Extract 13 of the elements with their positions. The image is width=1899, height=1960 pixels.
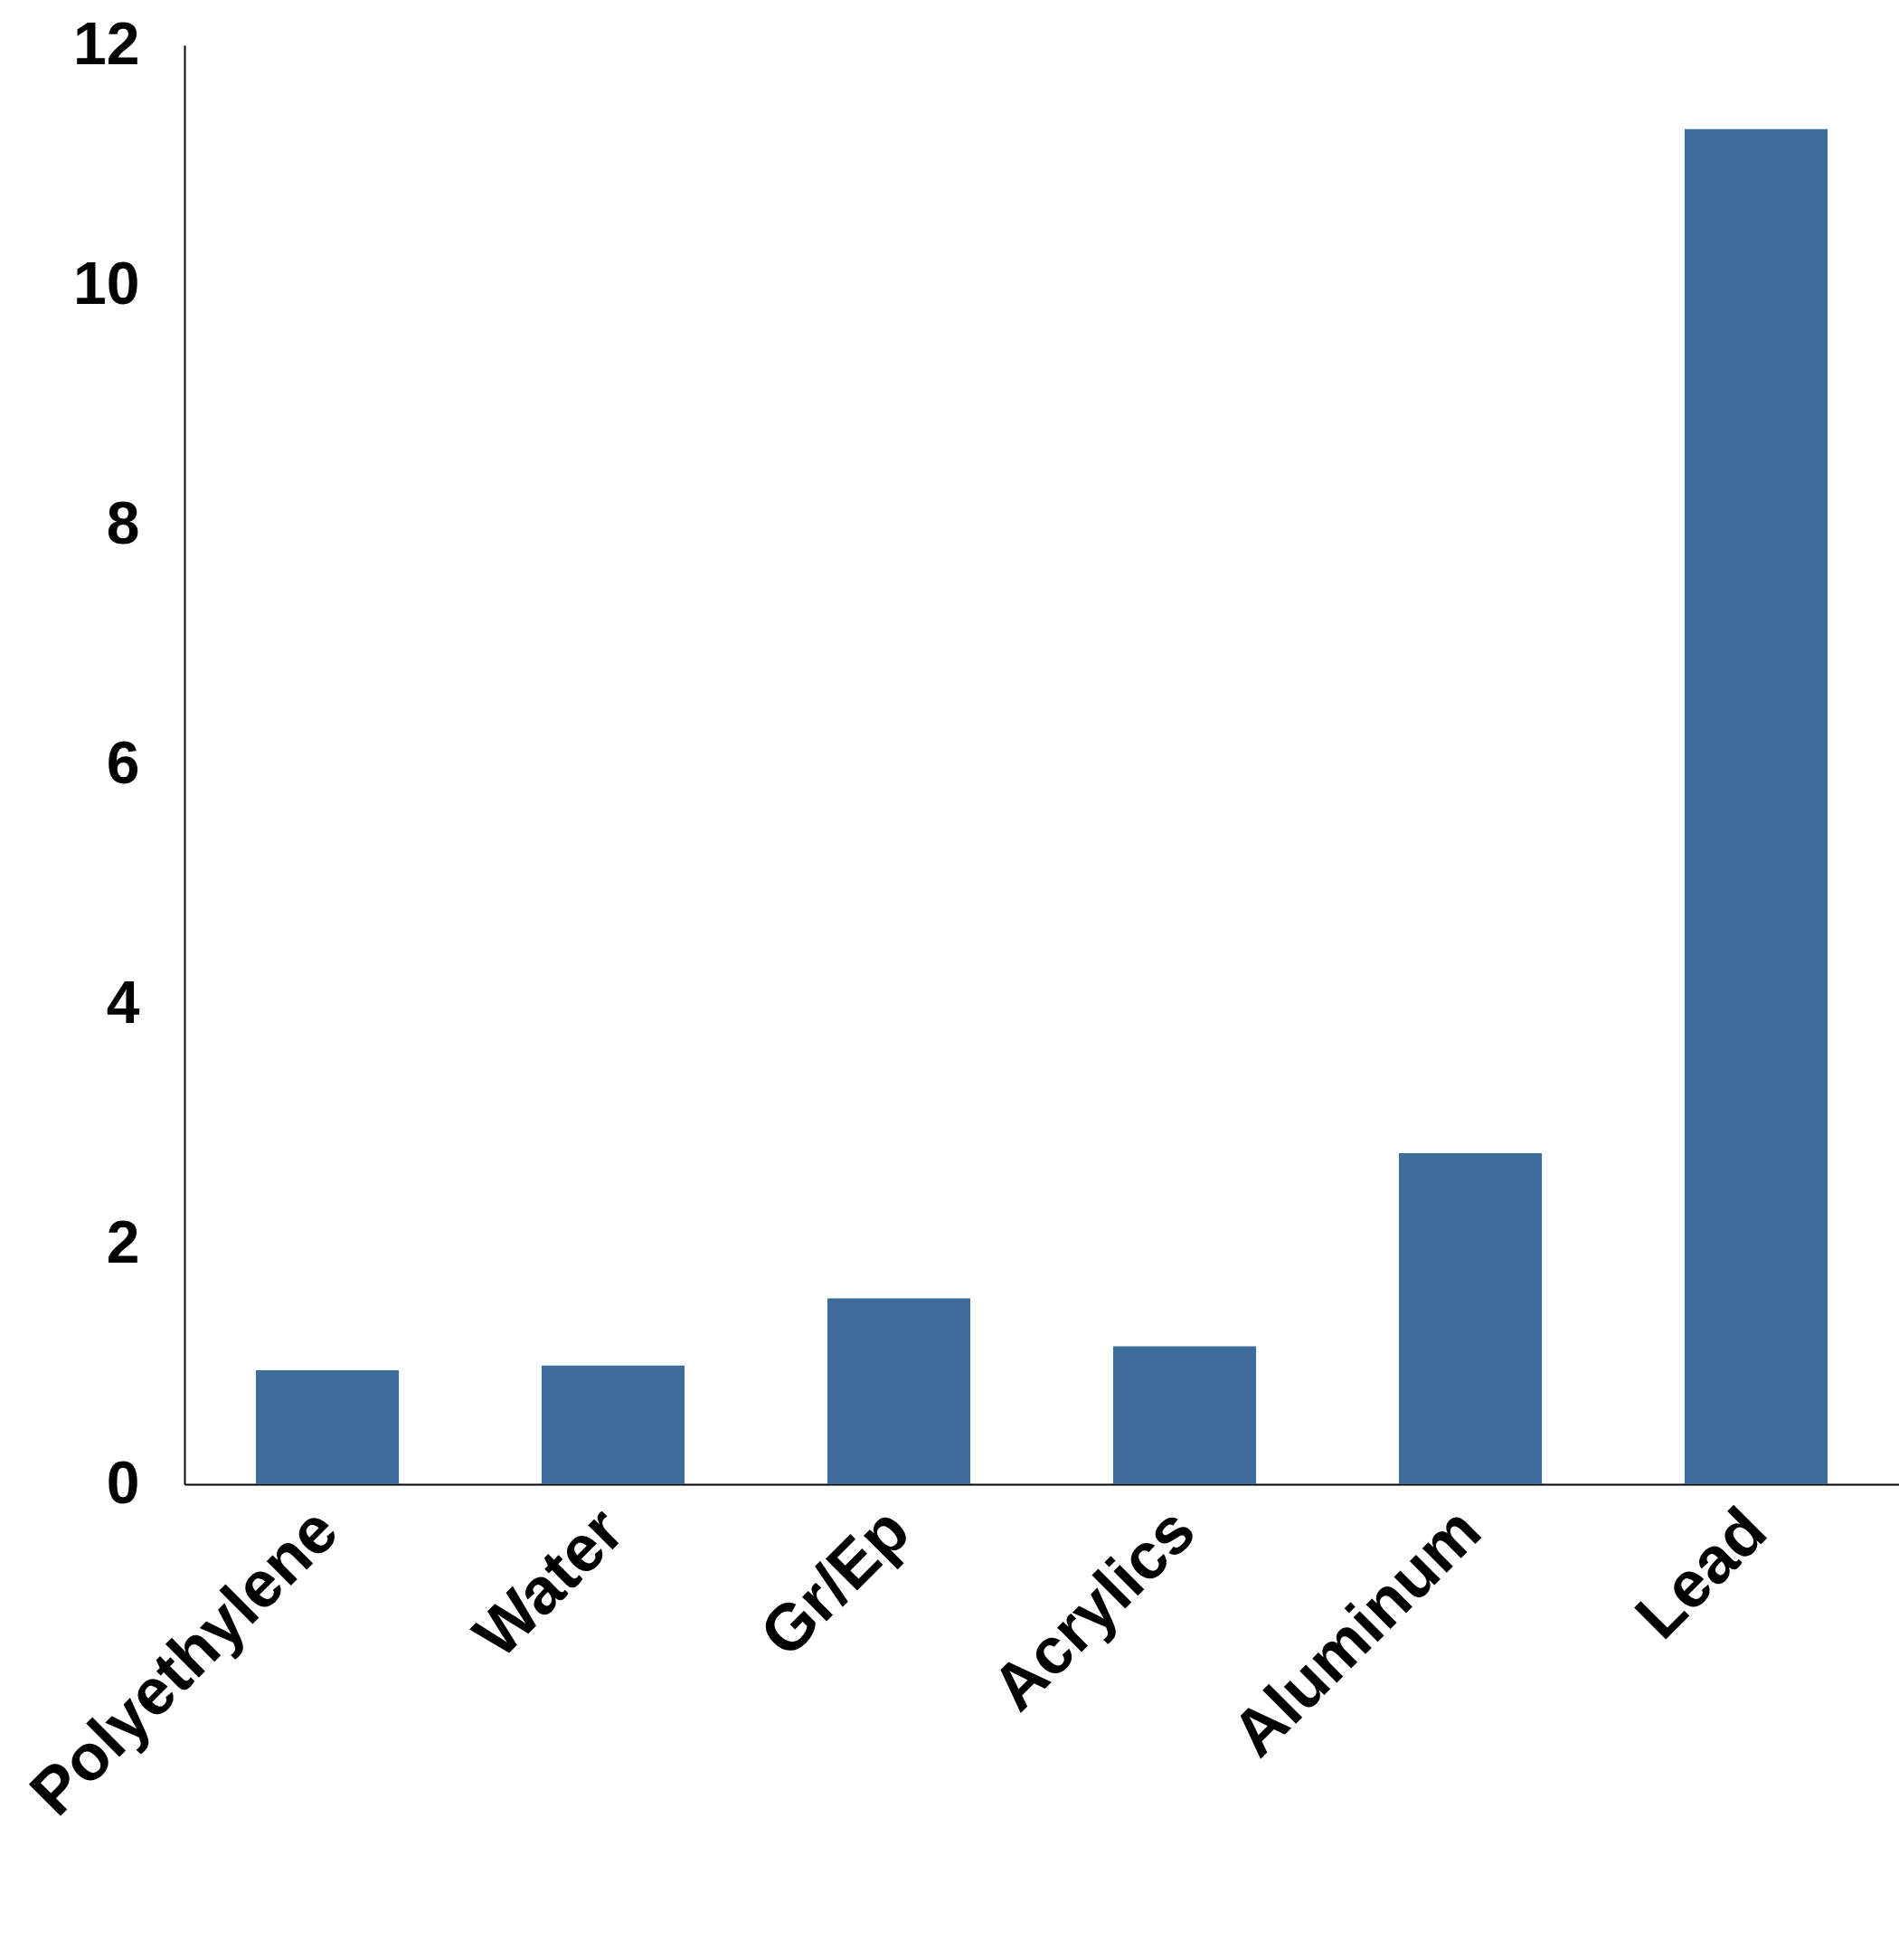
y-tick-label: 6	[106, 729, 140, 796]
y-tick-label: 12	[73, 9, 140, 77]
bar	[1113, 1346, 1256, 1484]
y-tick-label: 0	[106, 1448, 140, 1516]
y-tick-label: 8	[106, 488, 140, 556]
bar	[827, 1298, 970, 1484]
y-tick-label: 4	[106, 969, 140, 1037]
y-tick-label: 2	[106, 1208, 140, 1276]
y-tick-label: 10	[73, 249, 140, 317]
bar	[1399, 1153, 1542, 1484]
bar	[256, 1370, 399, 1484]
bar	[542, 1365, 685, 1484]
bar	[1685, 128, 1828, 1484]
